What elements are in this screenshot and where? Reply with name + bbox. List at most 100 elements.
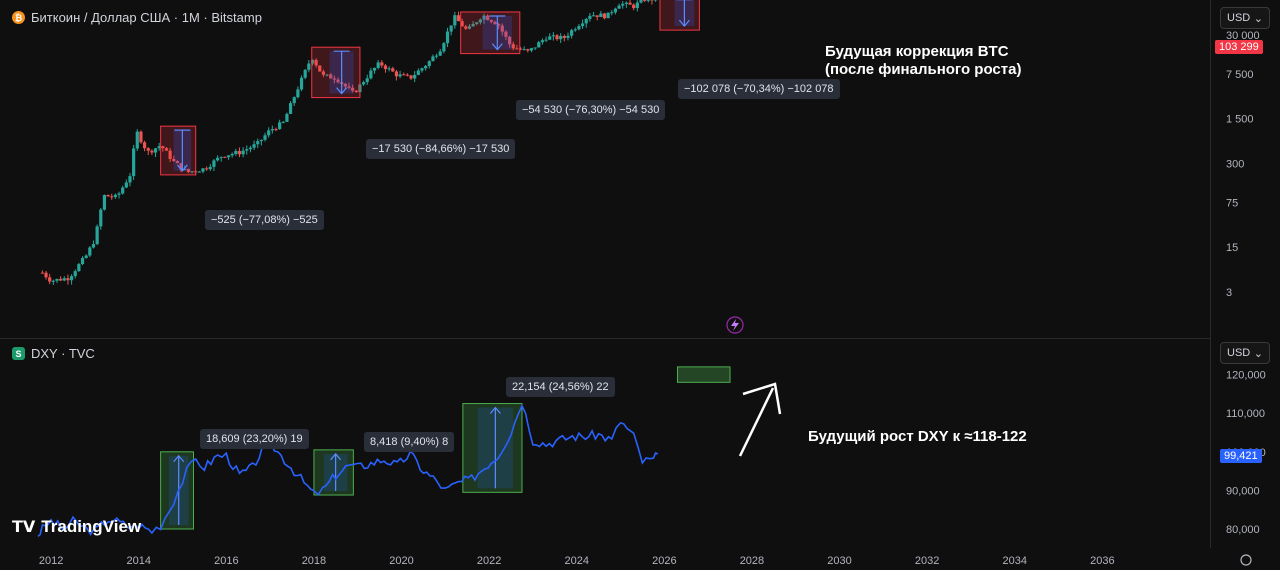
btc-correction-box (659, 0, 700, 31)
btc-candle (128, 176, 132, 183)
x-tick-label: 2014 (126, 555, 150, 567)
btc-candle (621, 3, 625, 6)
btc-candle (329, 74, 333, 79)
btc-candle (529, 48, 534, 51)
dxy-future-growth-note: Будущий рост DXY к ≈118-122 (808, 428, 1027, 445)
btc-candle (413, 74, 417, 79)
correction-label-2026: −102 078 (−70,34%) −102 078 (678, 79, 840, 99)
btc-candle (336, 79, 340, 83)
btc-measure-arrowhead (176, 164, 188, 172)
btc-candle (610, 12, 614, 14)
btc-candle (270, 129, 274, 131)
btc-candle (62, 278, 66, 281)
btc-candle (172, 158, 176, 162)
bitcoin-icon: ₿ (12, 11, 25, 24)
btc-candle (540, 40, 545, 43)
btc-candle (84, 255, 88, 259)
pane-divider[interactable] (0, 338, 1210, 339)
btc-candle (591, 15, 596, 17)
btc-candle (299, 77, 304, 90)
btc-candle (296, 89, 300, 98)
btc-candle (332, 78, 336, 80)
dxy-measure-arrowhead (173, 454, 185, 463)
btc-candle (307, 63, 311, 70)
tradingview-icon: 𝗧𝗩 (12, 519, 36, 536)
btc-measure-arrowhead (678, 19, 690, 28)
dxy-forecast-arrow (738, 387, 775, 457)
btc-candle (325, 74, 329, 76)
btc-correction-box (311, 46, 361, 99)
currency-selector-btc[interactable]: USD ⌄ (1220, 7, 1270, 29)
dxy-y-tick-label: 110,000 (1226, 408, 1265, 420)
btc-candle (617, 5, 621, 9)
btc-candle (215, 157, 220, 161)
dxy-forecast-arrowhead (742, 382, 782, 415)
btc-candle (343, 83, 347, 87)
btc-measure-arrowhead (336, 87, 348, 95)
btc-candle (175, 161, 180, 164)
btc-candle (274, 129, 278, 131)
btc-candle (632, 4, 636, 9)
btc-candle (132, 148, 136, 177)
btc-candle (259, 139, 263, 142)
btc-candle (453, 15, 457, 26)
btc-candle (416, 70, 420, 75)
btc-candle (464, 26, 468, 29)
btc-candle (493, 21, 497, 25)
btc-candle (467, 26, 472, 29)
btc-candle (434, 55, 439, 57)
dxy-header[interactable]: S DXY · TVC (12, 346, 95, 361)
btc-candle (456, 15, 461, 22)
btc-candle (310, 59, 315, 64)
btc-header[interactable]: ₿ Биткоин / Доллар США · 1M · Bitstamp (12, 10, 262, 25)
btc-candle (223, 156, 227, 158)
btc-candle (168, 150, 172, 159)
btc-candle (252, 144, 256, 148)
lightning-bolt-icon (731, 319, 739, 331)
btc-candle (504, 31, 508, 37)
dxy-y-tick-label: 90,000 (1226, 485, 1260, 497)
x-tick-label: 2016 (214, 555, 238, 567)
btc-candle (354, 90, 358, 93)
btc-candle (347, 86, 351, 88)
btc-candle (285, 113, 289, 122)
btc-candle (584, 18, 588, 24)
btc-candle (186, 168, 190, 172)
price-axis-border (1210, 0, 1211, 548)
btc-candle (365, 78, 369, 83)
btc-candle (161, 146, 165, 149)
btc-candle (380, 62, 384, 66)
btc-candle (77, 264, 81, 272)
btc-candle (205, 168, 209, 170)
brand-name: TradingView (41, 517, 142, 536)
btc-candle (263, 135, 267, 140)
x-tick-label: 2026 (652, 555, 676, 567)
dxy-y-tick-label: 80,000 (1226, 524, 1260, 536)
btc-candle (150, 150, 154, 153)
btc-candle (555, 35, 559, 40)
btc-y-tick-label: 1 500 (1226, 114, 1254, 126)
btc-candle (497, 24, 501, 26)
btc-candle (351, 87, 355, 91)
s-icon: S (12, 347, 25, 360)
btc-candle (212, 160, 216, 167)
currency-selector-dxy[interactable]: USD ⌄ (1220, 342, 1270, 364)
btc-candle (394, 71, 399, 77)
dxy-last-value-badge: 99,421 (1220, 449, 1262, 463)
btc-y-tick-label: 15 (1226, 242, 1238, 254)
btc-candle (40, 272, 44, 274)
btc-candle (599, 13, 603, 17)
btc-candle (88, 247, 92, 256)
btc-candle (391, 68, 395, 72)
btc-candle (376, 62, 380, 68)
btc-candle (139, 131, 143, 143)
btc-candle (646, 0, 650, 1)
btc-candle (153, 148, 158, 153)
btc-candle (537, 42, 541, 48)
btc-candle (424, 65, 428, 69)
btc-candle (511, 44, 515, 49)
btc-candle (613, 8, 618, 13)
btc-candle (48, 277, 52, 282)
btc-candle (226, 155, 231, 158)
